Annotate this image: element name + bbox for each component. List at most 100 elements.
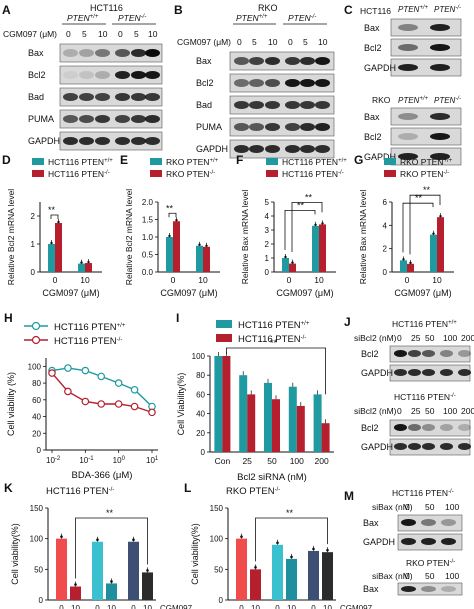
y-tick-label: 1 [31, 240, 36, 249]
x-axis-label: Bcl2 siRNA (nM) [237, 472, 307, 483]
bar [142, 572, 153, 600]
cell-line-label: HCT116 PTEN+/+ [392, 319, 457, 329]
sig-label: ** [48, 205, 56, 215]
dose-label: 100 [443, 406, 457, 416]
dose-label: 10 [318, 37, 328, 47]
drug-label: CGM097 (μM) [3, 29, 57, 39]
legend-label: HCT116 PTEN+/+ [48, 157, 113, 167]
protein-label: Bax [28, 48, 44, 58]
y-tick-label: 2 [31, 212, 36, 221]
genotype-label: PTEN-/- [118, 13, 146, 23]
data-point [276, 541, 279, 545]
blot-strip [397, 514, 463, 532]
legend-label: RKO PTEN-/- [400, 169, 449, 179]
blot-band [285, 145, 300, 153]
blot-band [249, 57, 264, 65]
data-point [130, 385, 139, 394]
cell-line-label: HCT116 PTEN-/- [394, 392, 456, 402]
y-tick-label: 100 [30, 535, 44, 544]
cell-line-label: HCT116 [360, 6, 391, 16]
data-point [312, 547, 315, 551]
sig-label: ** [270, 338, 278, 348]
bar [250, 569, 261, 600]
data-point [97, 372, 106, 381]
sig-label: ** [286, 508, 294, 518]
data-point [74, 583, 77, 586]
y-tick-label: 0 [37, 446, 42, 455]
blot-band [234, 123, 249, 131]
blot-band [95, 137, 110, 145]
blot-band [63, 71, 78, 79]
x-tick-label: 0 [405, 275, 410, 285]
blot-band [315, 57, 330, 65]
bar [312, 225, 319, 272]
dose-label: 50 [425, 571, 435, 581]
legend-swatch [266, 170, 278, 177]
protein-label: Bad [196, 100, 212, 110]
blot-band [300, 79, 315, 87]
bar [322, 552, 333, 600]
dose-label: 5 [134, 29, 139, 39]
data-point [146, 569, 149, 572]
cell-line-label: HCT116 PTEN-/- [392, 488, 454, 498]
x-tick-label: 0 [59, 604, 64, 609]
x-tick-label: 0 [131, 604, 136, 609]
blot-strip [390, 147, 462, 166]
data-point [50, 241, 53, 245]
blot-band [458, 443, 471, 450]
blot-band [115, 71, 130, 79]
bar [106, 583, 117, 600]
data-point [314, 223, 317, 226]
sig-label: ** [166, 203, 174, 213]
panel-label: J [344, 315, 351, 329]
y-tick-label: 100 [192, 352, 206, 361]
blot-band [300, 145, 315, 153]
blot-band [398, 153, 418, 160]
panel-label: A [2, 3, 11, 17]
bar [288, 386, 297, 452]
blot-band [430, 64, 450, 71]
y-axis-label: Relative Bax mRNA level [358, 190, 368, 285]
blot-band [398, 64, 418, 71]
y-tick-label: 50 [34, 565, 43, 574]
blot-strip [389, 419, 471, 437]
blot-band [95, 71, 110, 79]
panel-label: F [236, 153, 243, 167]
blot-band [421, 586, 436, 592]
bar [313, 394, 322, 452]
y-tick-label: 0 [31, 268, 36, 277]
y-tick-label: 100 [28, 362, 42, 371]
x-axis-label: CGM097 [160, 604, 193, 609]
dose-label: 200 [461, 333, 474, 343]
cell-line-label: RKO PTEN-/- [406, 558, 455, 568]
data-point [326, 548, 329, 552]
x-tick-label: 0 [287, 275, 292, 285]
x-tick-label: 10 [432, 275, 442, 285]
blot-band [430, 133, 450, 140]
y-axis-label: Cell Viability(%) [176, 373, 186, 436]
blot-band [265, 145, 280, 153]
blot-band [398, 133, 418, 140]
data-point [205, 244, 208, 247]
dose-label: 100 [445, 502, 459, 512]
genotype-label: PTEN+/+ [398, 5, 429, 14]
blot-band [234, 79, 249, 87]
bar [55, 223, 62, 272]
y-tick-label: 0 [39, 596, 44, 605]
dose-label: 200 [461, 406, 474, 416]
dose-label: 5 [82, 29, 87, 39]
legend-label: HCT116 PTEN-/- [238, 334, 306, 345]
data-point [321, 222, 324, 225]
y-tick-label: 0 [201, 448, 206, 457]
genotype-label: PTEN-/- [434, 96, 461, 105]
genotype-label: PTEN+/+ [398, 96, 429, 105]
dose-label: 50 [425, 333, 435, 343]
data-point [81, 397, 90, 406]
bar [272, 544, 283, 600]
bar [282, 258, 289, 272]
blot-strip [59, 87, 163, 107]
y-tick-label: 0 [383, 268, 388, 277]
bar [407, 263, 414, 272]
y-tick-label: 50 [214, 565, 223, 574]
panel-label: C [344, 3, 353, 17]
